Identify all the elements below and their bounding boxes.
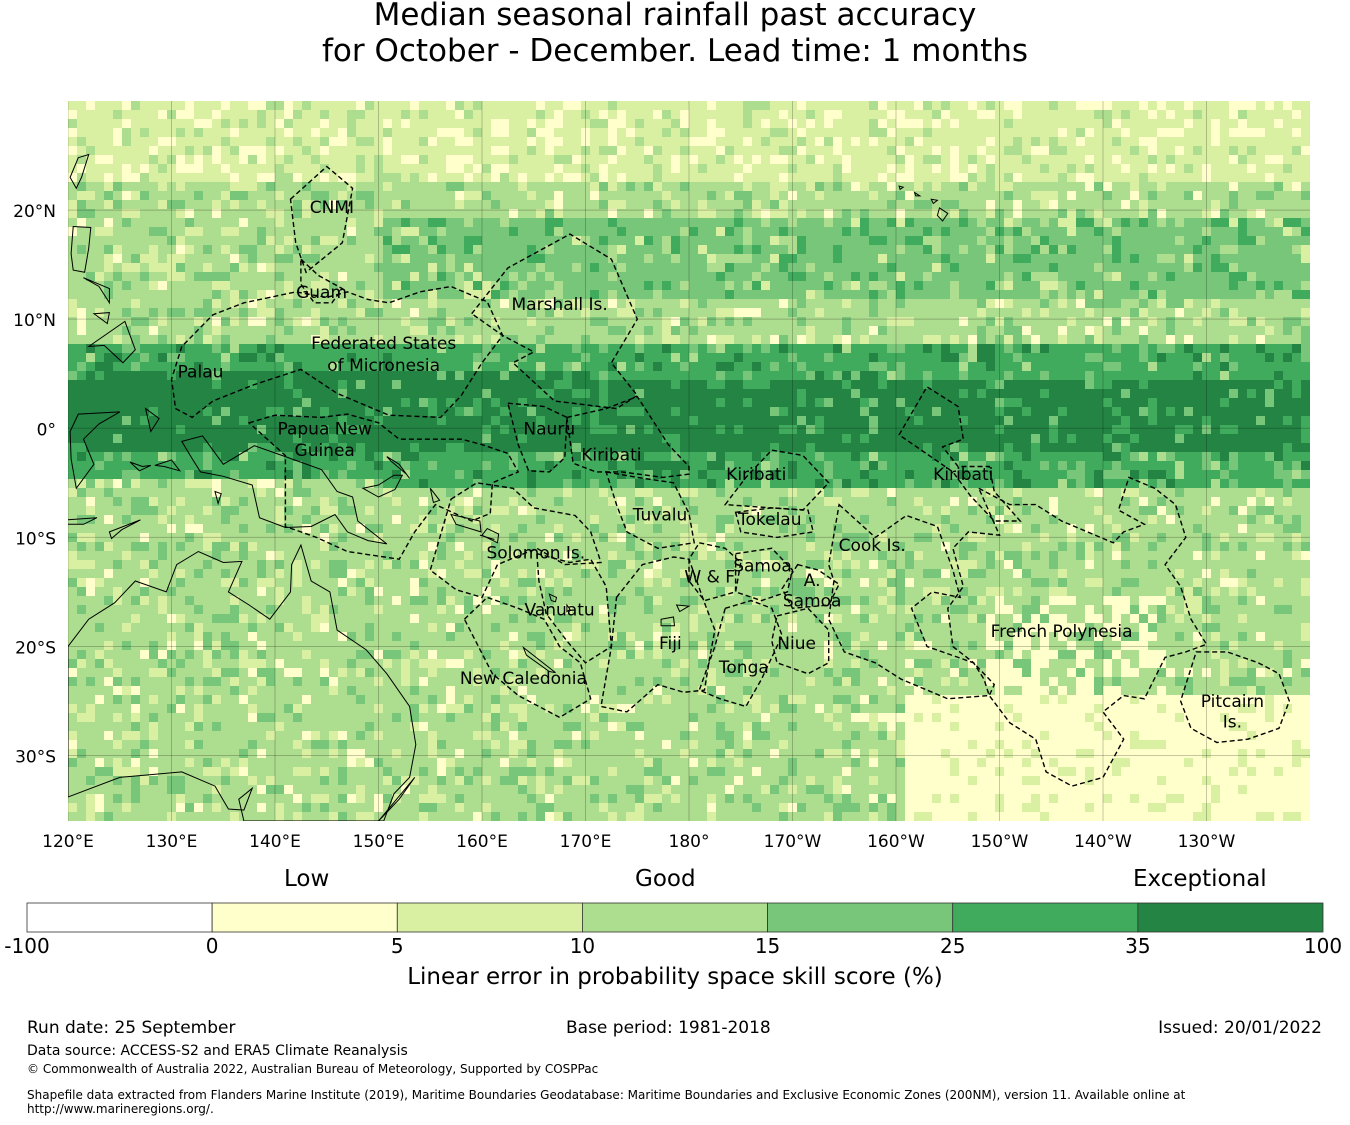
region-label: W & F [684, 568, 735, 588]
colorbar-label: Linear error in probability space skill … [407, 964, 943, 990]
longitude-tick-label: 170°W [764, 832, 822, 852]
colorbar-category-exceptional: Exceptional [1133, 866, 1267, 892]
region-label: Solomon Is. [486, 544, 585, 564]
title-line-1: Median seasonal rainfall past accuracy [373, 0, 977, 33]
longitude-tick-label: 120°E [42, 832, 94, 852]
region-label: Palau [178, 363, 224, 383]
region-label: Is. [1223, 713, 1242, 733]
longitude-tick-label: 160°E [456, 832, 508, 852]
colorbar-bin [211, 902, 398, 933]
region-label: Guam [296, 283, 347, 303]
latitude-tick-label: 30°S [15, 748, 56, 768]
colorbar [26, 902, 1324, 933]
colorbar-bin [26, 902, 213, 933]
base-period: Base period: 1981-2018 [566, 1018, 771, 1038]
longitude-tick-label: 130°W [1178, 832, 1236, 852]
region-label: Federated States [311, 334, 456, 354]
region-label: Fiji [659, 634, 682, 654]
region-label: Samoa [733, 557, 792, 577]
colorbar-bin [1137, 902, 1324, 933]
longitude-tick-label: 180° [669, 832, 710, 852]
region-label: Tokelau [737, 510, 802, 530]
issued-date: Issued: 20/01/2022 [1158, 1018, 1322, 1038]
longitude-tick-label: 170°E [560, 832, 612, 852]
latitude-tick-label: 10°N [13, 311, 56, 331]
region-label: of Micronesia [327, 356, 440, 376]
region-label: French Polynesia [991, 622, 1133, 642]
region-label: Papua New [277, 419, 371, 439]
title-line-2: for October - December. Lead time: 1 mon… [321, 33, 1029, 69]
eez-boundaries [170, 165, 1291, 787]
land-outlines [68, 153, 949, 821]
colorbar-tick-label: -100 [4, 934, 50, 958]
region-label: Marshall Is. [512, 295, 608, 315]
latitude-tick-label: 20°N [13, 202, 56, 222]
region-label: Kiribati [726, 465, 786, 485]
region-label: Kiribati [933, 465, 993, 485]
colorbar-bin [952, 902, 1139, 933]
region-label: Tonga [718, 658, 769, 678]
longitude-labels: 120°E 130°E 140°E 150°E 160°E 170°E 180° 170°W 1… [42, 832, 1235, 852]
data-source: Data source: ACCESS-S2 and ERA5 Climate … [27, 1043, 408, 1059]
colorbar-tick-label: 25 [939, 934, 966, 958]
run-date: Run date: 25 September [27, 1018, 236, 1038]
longitude-tick-label: 160°W [867, 832, 925, 852]
longitude-tick-label: 140°E [249, 832, 301, 852]
region-label: New Caledonia [460, 669, 587, 689]
marineregions-link[interactable]: http://www.marineregions.org/. [27, 1102, 214, 1116]
colorbar-tick-label: 15 [754, 934, 781, 958]
copyright: © Commonwealth of Australia 2022, Austra… [27, 1062, 599, 1076]
region-label: A. [804, 571, 821, 591]
colorbar-category-good: Good [635, 866, 696, 892]
skill-field [68, 101, 1310, 821]
latitude-labels: 20°N 10°N 0° 10°S 20°S 30°S [13, 202, 56, 767]
colorbar-category-low: Low [284, 866, 330, 892]
region-label: CNMI [310, 198, 354, 218]
colorbar-tick-label: 100 [1303, 934, 1343, 958]
region-label: Cook Is. [839, 536, 906, 556]
longitude-tick-label: 140°W [1074, 832, 1132, 852]
region-label: Vanuatu [525, 600, 595, 620]
colorbar-bin [582, 902, 768, 933]
longitude-tick-label: 150°E [353, 832, 405, 852]
colorbar-bin [396, 902, 583, 933]
longitude-tick-label: 150°W [971, 832, 1029, 852]
shapefile-credit: Shapefile data extracted from Flanders M… [27, 1088, 1186, 1102]
latitude-tick-label: 0° [37, 420, 56, 440]
region-label: Kiribati [581, 445, 641, 465]
region-label: Guinea [295, 441, 355, 461]
longitude-tick-label: 130°E [146, 832, 198, 852]
colorbar-tick-label: 10 [569, 934, 596, 958]
region-label: Samoa [783, 592, 842, 612]
region-label: Tuvalu [632, 505, 688, 525]
colorbar-tick-label: 5 [390, 934, 404, 958]
colorbar-tick-label: 0 [205, 934, 219, 958]
latitude-tick-label: 10°S [15, 529, 56, 549]
map-gridlines [68, 101, 1310, 821]
region-label: Nauru [523, 419, 575, 439]
region-label: Niue [777, 634, 816, 654]
latitude-tick-label: 20°S [15, 638, 56, 658]
colorbar-bin [767, 902, 954, 933]
colorbar-tick-label: 35 [1125, 934, 1151, 958]
region-label: Pitcairn [1201, 692, 1264, 712]
